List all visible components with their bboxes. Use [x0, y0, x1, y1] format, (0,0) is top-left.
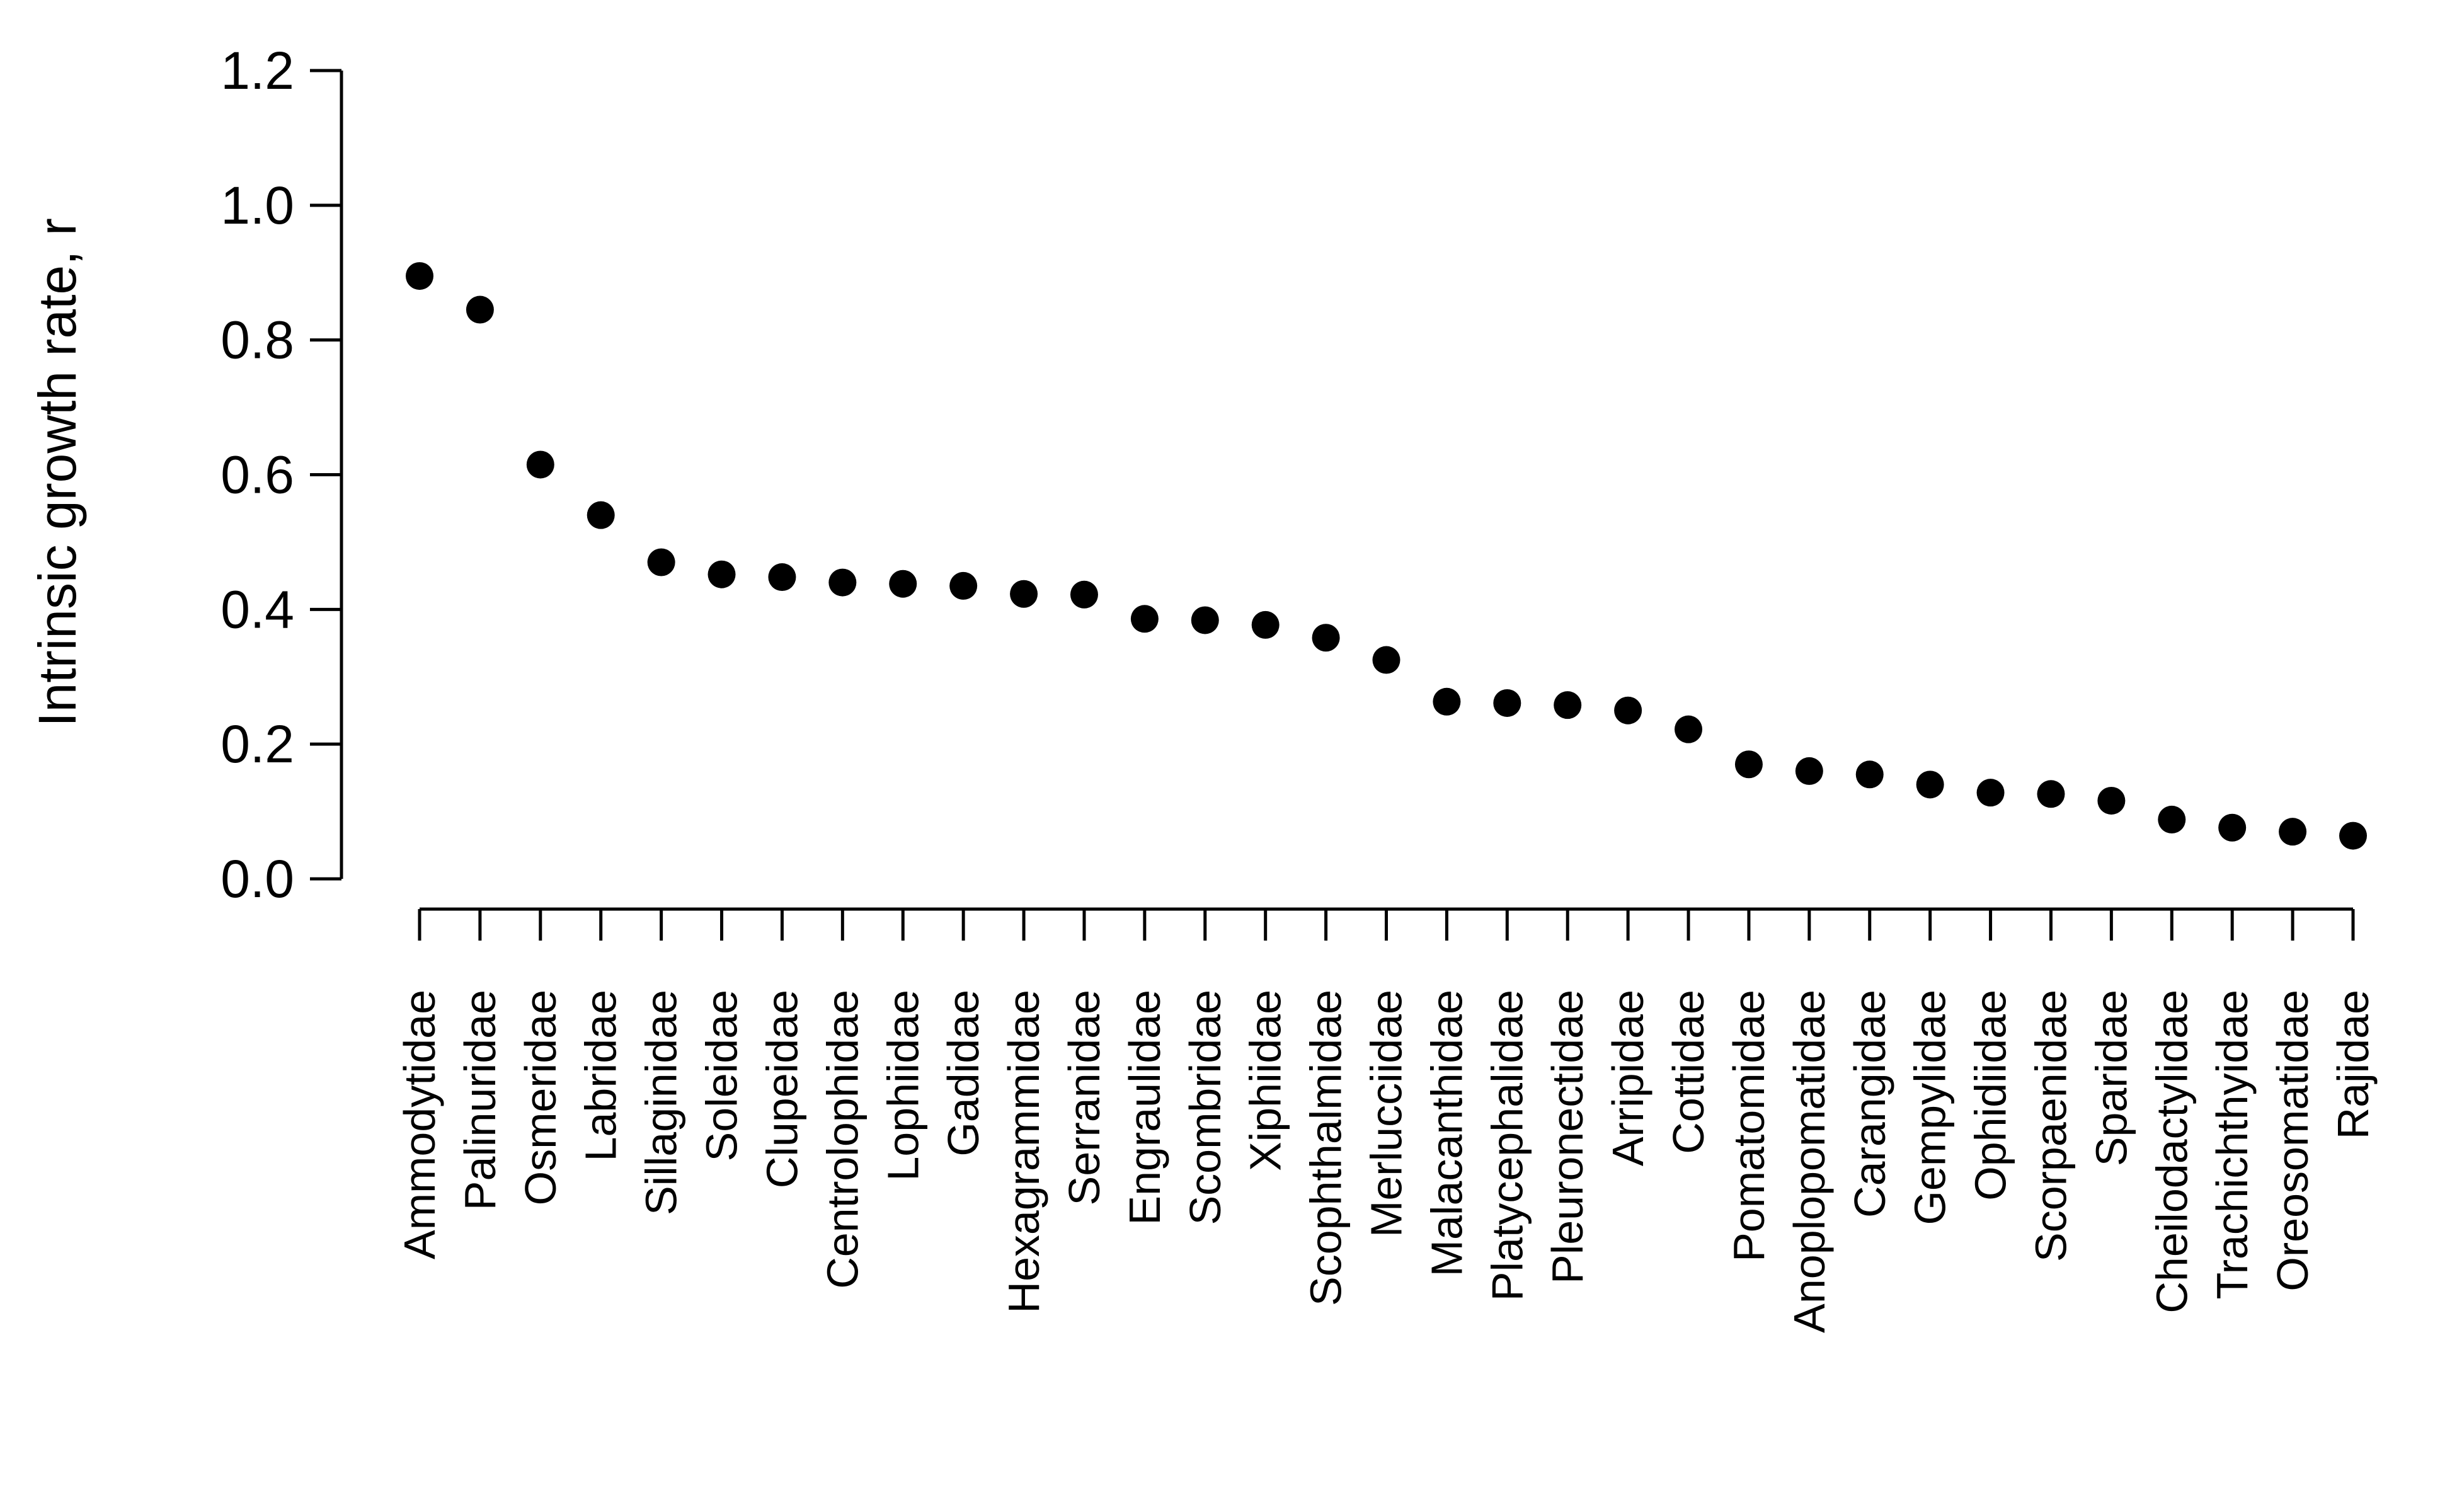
x-tick-label: Arripidae	[1603, 990, 1652, 1166]
x-axis: Ammodytidae Palinuridae Osmeridae Labridae S…	[395, 907, 2378, 1333]
x-tick-label: Gempylidae	[1906, 990, 1955, 1225]
x-tick-label: Sillaginidae	[637, 990, 686, 1215]
data-point	[466, 295, 494, 324]
data-point	[406, 262, 433, 290]
data-point	[2339, 822, 2367, 850]
x-tick-label: Platycephalidae	[1482, 990, 1532, 1301]
data-point	[1010, 580, 1038, 608]
data-points	[406, 262, 2367, 850]
x-tick-label: Gadidae	[939, 990, 988, 1157]
x-tick-label: Ammodytidae	[395, 990, 444, 1259]
data-point	[707, 560, 736, 588]
y-tick-label: 0.8	[220, 311, 294, 370]
x-tick-label: Pomatomidae	[1724, 990, 1773, 1262]
data-point	[1312, 624, 1340, 652]
x-tick-label: Ophidiidae	[1966, 990, 2015, 1201]
data-point	[828, 568, 857, 597]
x-tick-label: Serranidae	[1060, 990, 1109, 1205]
data-point	[1070, 580, 1098, 609]
x-tick-label: Scophthalmidae	[1302, 990, 1351, 1306]
x-tick-label: Scorpaenidae	[2026, 990, 2075, 1262]
data-point	[2037, 780, 2065, 808]
data-point	[889, 570, 917, 598]
data-point	[647, 548, 675, 576]
x-tick-label: Malacanthidae	[1422, 990, 1471, 1276]
y-axis-title: Intrinsic growth rate, r	[28, 218, 87, 727]
x-tick-label: Labridae	[576, 990, 626, 1161]
x-tick-label: Anoplopomatidae	[1785, 990, 1834, 1333]
x-tick-label: Rajidae	[2328, 990, 2378, 1139]
x-tick-label: Engraulidae	[1120, 990, 1169, 1225]
data-point	[1493, 689, 1521, 717]
x-tick-label: Merlucciidae	[1362, 990, 1411, 1237]
data-point	[1554, 691, 1582, 719]
x-tick-label: Cottidae	[1664, 990, 1713, 1154]
data-point	[1372, 646, 1400, 674]
data-point	[2218, 813, 2247, 842]
data-point	[1191, 606, 1219, 634]
data-point	[1675, 715, 1703, 743]
x-tick-label: Pleuronectidae	[1543, 990, 1592, 1284]
data-point	[1130, 605, 1159, 633]
data-point	[1734, 750, 1763, 779]
data-point	[2279, 818, 2307, 846]
y-tick-label: 0.2	[220, 714, 294, 774]
x-tick-label: Centrolophidae	[818, 990, 867, 1289]
x-tick-label: Hexagrammidae	[999, 990, 1048, 1314]
data-point	[1795, 757, 1823, 785]
x-tick-label: Osmeridae	[516, 990, 565, 1205]
x-tick-label: Carangidae	[1845, 990, 1894, 1218]
data-point	[1916, 770, 1944, 799]
x-tick-label: Scombridae	[1181, 990, 1230, 1225]
x-tick-label: Soleidae	[697, 990, 747, 1161]
y-axis: 0.0 0.2 0.4 0.6 0.8 1.0 1.2	[220, 41, 343, 908]
data-point	[949, 571, 978, 600]
y-tick-label: 1.0	[220, 176, 294, 235]
y-tick-label: 0.0	[220, 849, 294, 908]
data-point	[1976, 779, 2005, 807]
data-point	[1251, 610, 1280, 639]
x-tick-label: Clupeidae	[757, 990, 806, 1188]
data-point	[2158, 805, 2186, 833]
data-point	[768, 563, 796, 592]
data-point	[526, 450, 554, 479]
x-tick-label: Lophiidae	[878, 990, 927, 1181]
data-point	[2097, 786, 2126, 815]
data-point	[1614, 696, 1642, 724]
x-tick-label: Palinuridae	[455, 990, 505, 1210]
y-tick-label: 0.4	[220, 580, 294, 639]
x-tick-label: Sparidae	[2087, 990, 2136, 1166]
data-point	[1433, 687, 1461, 716]
x-tick-label: Xiphiidae	[1241, 990, 1290, 1171]
y-tick-label: 1.2	[220, 41, 294, 100]
y-tick-label: 0.6	[220, 445, 294, 505]
data-point	[587, 501, 615, 529]
x-tick-label: Cheilodactylidae	[2147, 990, 2196, 1314]
x-tick-label: Trachichthyidae	[2208, 990, 2257, 1300]
x-tick-label: Oreosomatidae	[2268, 990, 2317, 1292]
data-point	[1855, 760, 1884, 789]
